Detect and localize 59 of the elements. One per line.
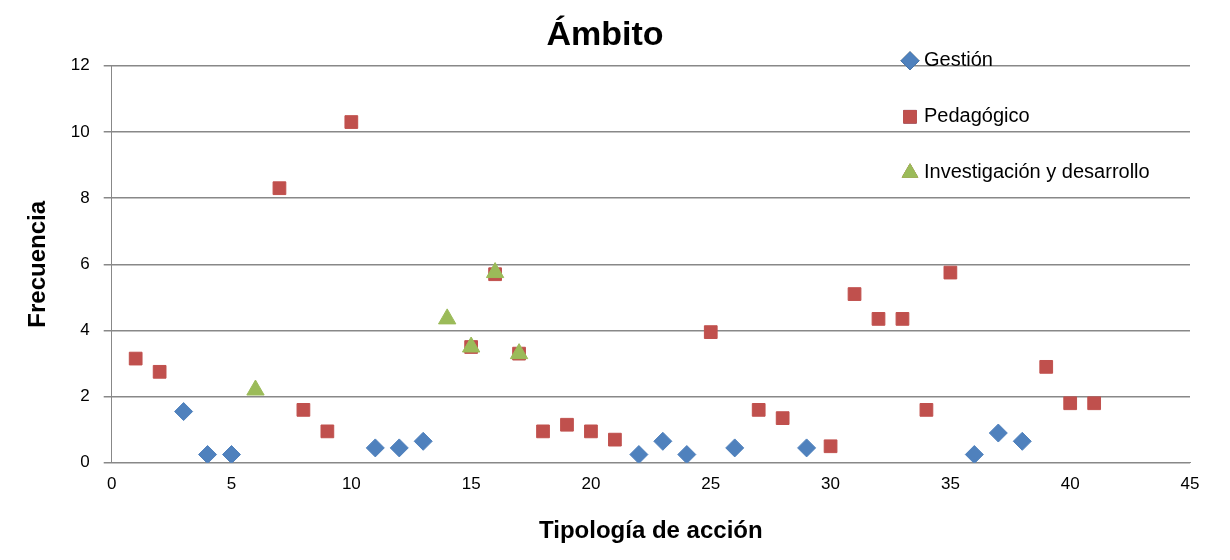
point — [198, 445, 218, 463]
x-tick-label: 40 — [1060, 473, 1080, 493]
point — [725, 438, 745, 458]
x-tick-label: 10 — [341, 473, 361, 493]
x-tick-label: 25 — [701, 473, 721, 493]
point — [1087, 396, 1102, 411]
x-tick-label: 15 — [461, 473, 481, 493]
point — [296, 403, 311, 417]
point — [560, 417, 574, 432]
point — [629, 445, 649, 463]
y-tick-label: 0 — [80, 452, 90, 472]
point — [703, 325, 718, 339]
y-tick-label: 8 — [80, 187, 90, 207]
point — [389, 438, 409, 458]
x-axis-title: Tipología de acción — [539, 516, 763, 544]
x-tick-label: 35 — [940, 473, 960, 493]
point — [919, 403, 934, 417]
x-tick-label: 45 — [1180, 473, 1200, 493]
y-tick-label: 10 — [70, 121, 90, 141]
point — [943, 265, 958, 280]
point — [895, 312, 910, 326]
point — [1063, 396, 1078, 411]
point — [272, 181, 287, 196]
y-tick-label: 6 — [80, 253, 90, 273]
point — [871, 312, 886, 326]
point — [365, 438, 385, 458]
x-tick-label: 5 — [226, 473, 237, 493]
point — [797, 438, 817, 458]
point — [584, 424, 598, 439]
point — [677, 445, 697, 463]
x-tick-label: 30 — [821, 473, 841, 493]
legend-label: Investigación y desarrollo — [924, 160, 1150, 183]
point — [847, 287, 862, 301]
point — [823, 439, 838, 454]
point — [775, 411, 790, 425]
y-axis-title: Frecuencia — [23, 200, 51, 328]
point — [320, 424, 335, 439]
point — [653, 431, 673, 451]
legend-label: Pedagógico — [924, 104, 1030, 127]
point — [1039, 359, 1054, 374]
point — [222, 445, 242, 463]
point — [988, 423, 1008, 443]
point — [413, 431, 433, 451]
y-tick-label: 12 — [70, 55, 90, 75]
chart-title: Ámbito — [546, 13, 664, 52]
point — [128, 351, 143, 366]
point — [174, 402, 194, 422]
point — [536, 424, 550, 439]
point — [1012, 431, 1032, 451]
point — [751, 403, 766, 417]
point — [964, 445, 984, 463]
point — [608, 432, 622, 447]
x-tick-label: 20 — [581, 473, 601, 493]
y-tick-label: 4 — [80, 320, 90, 340]
point — [344, 115, 359, 129]
x-tick-label: 0 — [106, 473, 117, 493]
legend-label: Gestión — [924, 48, 993, 71]
y-tick-label: 2 — [80, 386, 90, 406]
point — [152, 364, 167, 379]
